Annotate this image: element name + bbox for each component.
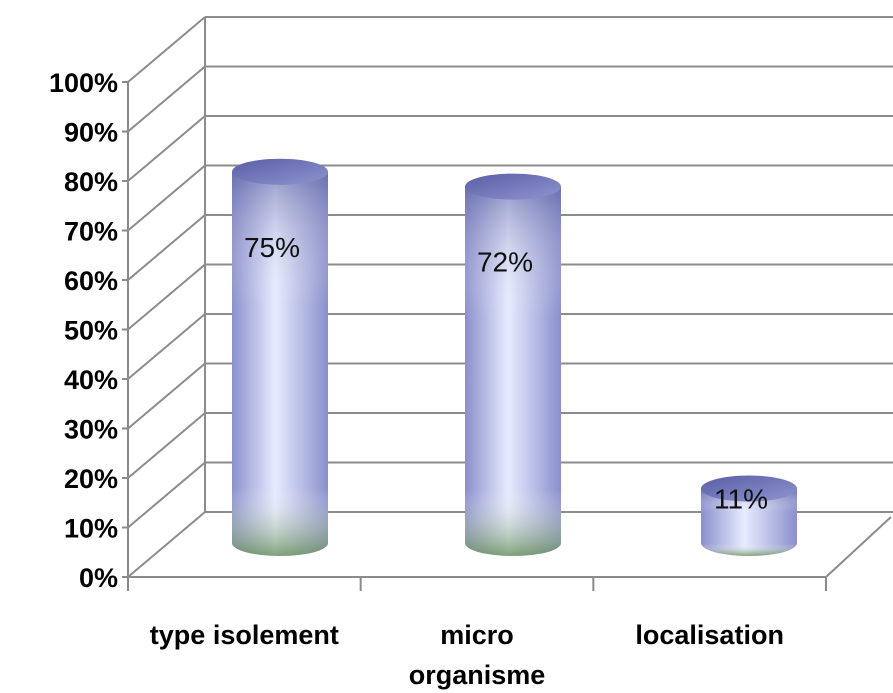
y-tick-labels: 0% 10% 20% 30% 40% 50% 60% 70% 80% 90% 100%: [49, 68, 118, 593]
axes: [122, 17, 892, 591]
gridline-diagonal: [127, 461, 206, 529]
category-label: localisation: [635, 620, 784, 650]
gridline-diagonal: [127, 214, 206, 281]
y-tick-label: 30%: [64, 415, 118, 445]
bar-shading: [232, 171, 328, 556]
bar-top: [232, 158, 328, 185]
bar-shading: [701, 488, 797, 556]
bar-top: [701, 475, 797, 502]
bar-3: 11%: [701, 475, 797, 556]
gridline-diagonal: [127, 412, 206, 479]
bar-shading: [465, 186, 561, 556]
data-label: 75%: [244, 232, 300, 263]
gridline-diagonal: [127, 65, 206, 133]
gridline-diagonal: [127, 16, 206, 83]
category-labels: type isolement micro organisme localisation: [150, 620, 784, 690]
y-tick-label: 80%: [64, 167, 118, 197]
gridline-diagonal: [127, 164, 206, 232]
y-tick-label: 90%: [64, 118, 118, 148]
gridline-diagonal: [127, 362, 206, 430]
bar-top: [465, 173, 561, 200]
floor-right-edge: [825, 516, 892, 578]
gridline-diagonal: [127, 313, 206, 380]
gridline-diagonal: [127, 511, 206, 578]
y-tick-label: 20%: [64, 464, 118, 494]
y-tick-label: 100%: [49, 68, 118, 98]
category-label: type isolement: [150, 620, 339, 650]
y-tick-label: 10%: [64, 514, 118, 544]
gridline-diagonal: [127, 263, 206, 331]
data-label: 72%: [477, 247, 533, 278]
y-tick-label: 60%: [64, 266, 118, 296]
bar-1: 75%: [232, 158, 328, 556]
y-tick-label: 40%: [64, 365, 118, 395]
y-tick-label: 50%: [64, 316, 118, 346]
category-label: micro organisme: [409, 620, 546, 690]
bars: 75% 72% 11%: [232, 158, 797, 556]
gridline-diagonal: [127, 115, 206, 182]
y-tick-label: 70%: [64, 217, 118, 247]
y-tick-label: 0%: [79, 563, 118, 593]
bar-2: 72%: [465, 173, 561, 556]
data-label: 11%: [714, 484, 768, 515]
